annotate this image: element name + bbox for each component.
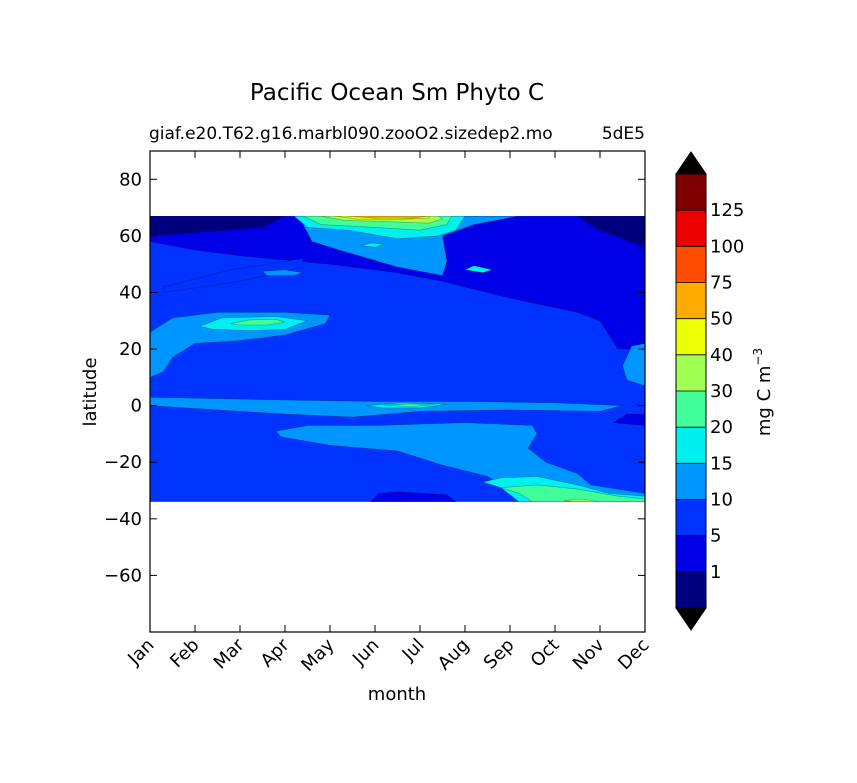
y-tick-label: −20 <box>104 452 142 473</box>
colorbar-tick-label: 1 <box>710 562 721 583</box>
contour-region-16 <box>622 343 645 387</box>
colorbar-segment <box>676 318 706 355</box>
plot-frame <box>149 150 646 633</box>
colorbar-segment <box>676 427 706 464</box>
contour-region-3 <box>163 258 304 293</box>
contour-region-5 <box>262 269 304 276</box>
colorbar-tick-label: 30 <box>710 381 733 402</box>
colorbar-tick-label: 5 <box>710 526 721 547</box>
colorbar-segment <box>676 499 706 536</box>
contour-region-24 <box>370 491 457 502</box>
colorbar-tick-label: 100 <box>710 236 744 257</box>
colorbar-segment <box>676 535 706 572</box>
y-tick-label: 40 <box>119 282 142 303</box>
y-axis-label: latitude <box>80 357 101 426</box>
contour-region-10 <box>347 216 430 219</box>
colorbar-tick-label: 40 <box>710 345 733 366</box>
contour-region-12 <box>361 242 385 248</box>
colorbar-label: mg C m−3 <box>751 348 775 436</box>
colorbar-label-exponent: −3 <box>751 348 765 366</box>
colorbar-tick-label: 125 <box>710 200 744 221</box>
y-tick-label: 60 <box>119 226 142 247</box>
colorbar-segment <box>676 282 706 319</box>
colorbar-segment <box>676 463 706 500</box>
colorbar-segment <box>676 246 706 283</box>
chart-subtitle-left: giaf.e20.T62.g16.marbl090.zooO2.sizedep2… <box>149 124 553 144</box>
colorbar-segment <box>676 174 706 211</box>
y-tick-label: 20 <box>119 339 142 360</box>
chart-subtitle-right: 5dE5 <box>602 124 645 144</box>
y-tick-label: 80 <box>119 169 142 190</box>
x-axis-label: month <box>368 684 426 705</box>
colorbar-tick-label: 10 <box>710 490 733 511</box>
contour-region-1 <box>150 216 286 237</box>
contour-region-22 <box>500 484 645 502</box>
colorbar-tick-label: 75 <box>710 273 733 294</box>
colorbar-segment <box>676 210 706 247</box>
colorbar-segment <box>676 391 706 428</box>
colorbar-tick-label: 15 <box>710 453 733 474</box>
contour-region-15 <box>230 318 286 326</box>
colorbar-tick-label: 20 <box>710 417 733 438</box>
plot-area: Jan Feb Mar Apr May Jun Jul Aug Sep Oct Nov Dec 806… <box>104 150 654 676</box>
y-tick-label: 0 <box>131 396 142 417</box>
y-tick-label: −60 <box>104 565 142 586</box>
colorbar-frame <box>675 173 707 609</box>
contour-region-11 <box>464 265 493 274</box>
colorbar-label-unit: mg C m <box>754 366 775 437</box>
colorbar-segment <box>676 571 706 608</box>
contour-region-19 <box>383 403 434 407</box>
contour-region-0 <box>150 216 645 350</box>
contour-region-2 <box>577 216 645 248</box>
contour-region-25 <box>613 413 645 426</box>
y-tick-label: −40 <box>104 509 142 530</box>
chart-title: Pacific Ocean Sm Phyto C <box>250 80 544 106</box>
colorbar-tick-label: 50 <box>710 309 733 330</box>
colorbar-segment <box>676 354 706 391</box>
contour-region-23 <box>563 498 601 502</box>
